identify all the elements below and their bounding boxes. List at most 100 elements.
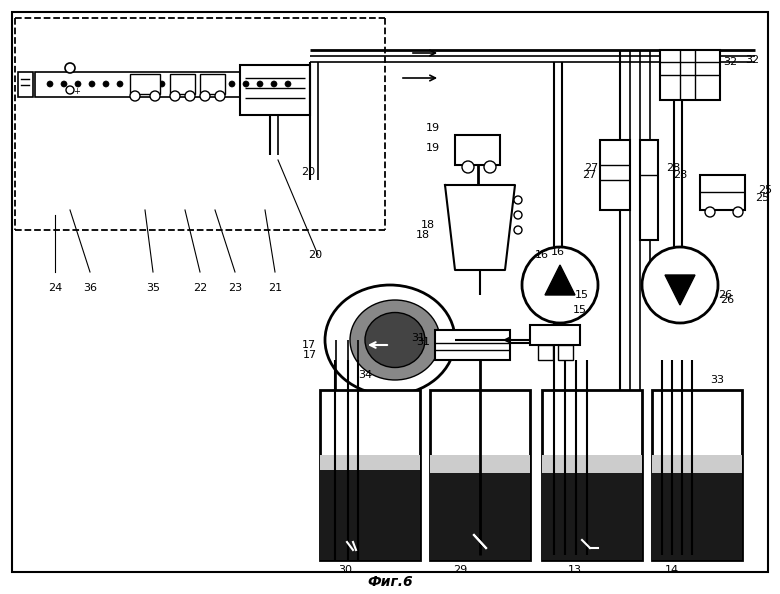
Circle shape	[733, 207, 743, 217]
Circle shape	[89, 81, 95, 87]
Text: 26: 26	[720, 295, 734, 305]
Circle shape	[117, 81, 123, 87]
Circle shape	[159, 81, 165, 87]
Bar	[538, 345, 553, 360]
Bar	[652, 390, 742, 560]
Circle shape	[522, 247, 598, 323]
Circle shape	[185, 91, 195, 101]
Circle shape	[462, 161, 474, 173]
Bar	[455, 135, 500, 165]
Text: 33: 33	[710, 375, 724, 385]
Circle shape	[173, 81, 179, 87]
Polygon shape	[665, 275, 695, 305]
Circle shape	[705, 207, 715, 217]
Text: 34: 34	[358, 370, 372, 380]
Circle shape	[131, 81, 137, 87]
Text: 13: 13	[568, 565, 582, 575]
Text: 15: 15	[573, 305, 587, 315]
Bar	[435, 330, 510, 360]
Text: 14: 14	[665, 565, 679, 575]
Text: 26: 26	[718, 290, 732, 300]
Circle shape	[61, 81, 67, 87]
Text: 21: 21	[268, 283, 282, 293]
Circle shape	[642, 247, 718, 323]
Circle shape	[285, 81, 291, 87]
Bar	[320, 470, 420, 560]
Text: 28: 28	[666, 163, 680, 173]
Text: 24: 24	[48, 283, 62, 293]
Circle shape	[514, 196, 522, 204]
Circle shape	[150, 91, 160, 101]
Ellipse shape	[325, 285, 455, 395]
Bar	[170, 74, 195, 94]
Bar	[240, 65, 310, 115]
Text: 36: 36	[83, 283, 97, 293]
Text: 15: 15	[575, 290, 589, 300]
Text: Фиг.6: Фиг.6	[367, 575, 413, 589]
Circle shape	[187, 81, 193, 87]
Circle shape	[257, 81, 263, 87]
Text: 31: 31	[411, 333, 425, 343]
Ellipse shape	[365, 312, 425, 368]
Bar	[320, 470, 420, 560]
Text: 20: 20	[301, 167, 315, 177]
Bar	[652, 470, 742, 560]
Bar	[640, 140, 658, 240]
Circle shape	[200, 91, 210, 101]
Circle shape	[65, 63, 75, 73]
Bar	[660, 50, 720, 100]
Text: 25: 25	[755, 193, 769, 203]
Bar	[35, 72, 303, 97]
Circle shape	[514, 211, 522, 219]
Text: 27: 27	[583, 163, 598, 173]
Circle shape	[130, 91, 140, 101]
Circle shape	[66, 86, 74, 94]
Circle shape	[103, 81, 109, 87]
Text: 23: 23	[228, 283, 242, 293]
Circle shape	[215, 91, 225, 101]
Circle shape	[271, 81, 277, 87]
Circle shape	[170, 91, 180, 101]
Bar	[18, 72, 33, 97]
Text: +: +	[73, 87, 80, 96]
Circle shape	[484, 161, 496, 173]
Bar	[542, 390, 642, 560]
Bar	[530, 325, 580, 345]
Text: 31: 31	[416, 337, 430, 347]
Bar	[130, 74, 160, 94]
Text: 17: 17	[302, 340, 316, 350]
Bar	[542, 470, 642, 560]
Text: 32: 32	[723, 57, 737, 67]
Polygon shape	[445, 185, 515, 270]
Text: 27: 27	[582, 170, 596, 180]
Polygon shape	[545, 265, 575, 295]
Bar	[320, 455, 420, 473]
Text: 18: 18	[416, 230, 430, 240]
Bar	[542, 455, 642, 473]
Circle shape	[75, 81, 81, 87]
Text: 28: 28	[673, 170, 687, 180]
Text: 19: 19	[426, 143, 440, 153]
Bar	[558, 345, 573, 360]
Circle shape	[145, 81, 151, 87]
Text: 18: 18	[421, 220, 435, 230]
Text: 25: 25	[758, 185, 772, 195]
Text: 19: 19	[426, 123, 440, 133]
Bar	[430, 470, 530, 560]
Circle shape	[514, 226, 522, 234]
Bar	[600, 140, 630, 210]
Circle shape	[215, 81, 221, 87]
Text: 17: 17	[303, 350, 317, 360]
Text: 32: 32	[745, 55, 759, 65]
Bar	[320, 390, 420, 560]
Ellipse shape	[350, 300, 440, 380]
Text: 16: 16	[551, 247, 565, 257]
Bar	[700, 175, 745, 210]
Circle shape	[47, 81, 53, 87]
Circle shape	[201, 81, 207, 87]
Bar	[430, 390, 530, 560]
Text: 30: 30	[338, 565, 352, 575]
Circle shape	[229, 81, 235, 87]
Text: 29: 29	[453, 565, 467, 575]
Text: 22: 22	[193, 283, 207, 293]
